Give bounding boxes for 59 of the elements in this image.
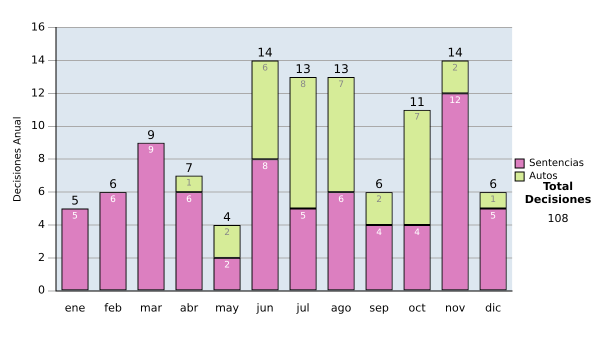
y-tick-label: 6	[38, 184, 45, 198]
total-label: 9	[147, 128, 155, 142]
y-tick-label: 16	[30, 20, 45, 34]
x-tick-label: jun	[256, 301, 274, 314]
data-label: 1	[490, 194, 496, 205]
x-tick-label: sep	[369, 301, 389, 314]
data-label: 2	[224, 228, 230, 238]
total-label: 6	[375, 177, 383, 192]
y-tick-label: 0	[38, 284, 45, 297]
data-label: 8	[300, 80, 306, 90]
total-label: 5	[71, 194, 79, 208]
data-label: 5	[72, 211, 78, 222]
x-tick-label: may	[215, 301, 240, 314]
data-label: 5	[300, 211, 306, 222]
total-label: 13	[333, 62, 349, 76]
legend-label: Sentencias	[529, 158, 584, 170]
x-tick-label: ene	[64, 301, 86, 314]
data-label: 9	[148, 146, 154, 156]
total-label: 6	[489, 177, 497, 192]
data-label: 5	[490, 211, 496, 222]
data-label: 1	[186, 178, 192, 188]
x-tick-label: dic	[485, 301, 502, 314]
data-label: 8	[262, 162, 268, 172]
data-label: 12	[449, 96, 461, 106]
y-tick-label: 4	[38, 218, 45, 231]
y-tick-label: 14	[30, 53, 45, 66]
total-label: 6	[109, 177, 117, 192]
y-axis-title: Decisiones Anual	[12, 116, 24, 202]
legend-label: Autos	[529, 171, 558, 182]
y-tick-label: 12	[30, 86, 45, 100]
x-tick-label: ago	[330, 301, 352, 314]
total-label: 13	[295, 62, 311, 76]
text: Total Decisiones	[524, 180, 592, 206]
x-tick-label: feb	[104, 301, 122, 314]
x-tick-label: nov	[445, 301, 466, 314]
data-label: 6	[338, 194, 344, 205]
x-tick-label: abr	[180, 301, 199, 314]
data-label: 7	[414, 112, 420, 123]
y-tick-label: 2	[38, 250, 45, 264]
total-label: 7	[185, 160, 193, 175]
x-tick-label: oct	[408, 301, 426, 314]
total-label: 11	[409, 94, 425, 109]
data-label: 2	[376, 194, 382, 205]
y-tick-label: 10	[30, 119, 45, 132]
total-label: 14	[257, 46, 273, 60]
data-label: 2	[224, 260, 230, 271]
text: 108	[546, 212, 570, 225]
data-label: 6	[186, 194, 192, 205]
total-label: 14	[447, 46, 463, 60]
data-label: 4	[414, 228, 420, 238]
x-tick-label: jul	[296, 301, 310, 314]
data-label: 2	[452, 63, 458, 74]
data-label: 6	[262, 63, 268, 74]
y-tick-label: 8	[38, 152, 45, 166]
data-label: 6	[110, 194, 116, 205]
data-label: 7	[338, 80, 344, 90]
total-label: 4	[223, 210, 231, 224]
data-label: 4	[376, 228, 382, 238]
x-tick-label: mar	[140, 301, 162, 314]
